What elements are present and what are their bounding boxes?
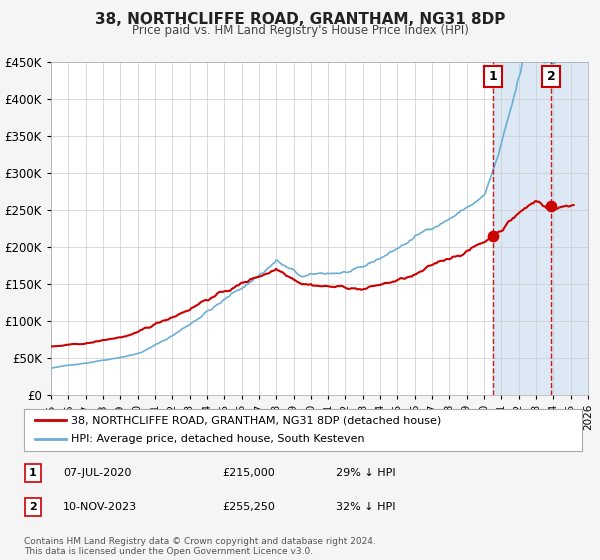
Text: £255,250: £255,250: [222, 502, 275, 512]
Text: 38, NORTHCLIFFE ROAD, GRANTHAM, NG31 8DP (detached house): 38, NORTHCLIFFE ROAD, GRANTHAM, NG31 8DP…: [71, 415, 442, 425]
Text: HPI: Average price, detached house, South Kesteven: HPI: Average price, detached house, Sout…: [71, 435, 365, 445]
Text: This data is licensed under the Open Government Licence v3.0.: This data is licensed under the Open Gov…: [24, 548, 313, 557]
Text: 38, NORTHCLIFFE ROAD, GRANTHAM, NG31 8DP: 38, NORTHCLIFFE ROAD, GRANTHAM, NG31 8DP: [95, 12, 505, 27]
Text: 32% ↓ HPI: 32% ↓ HPI: [336, 502, 395, 512]
Text: 10-NOV-2023: 10-NOV-2023: [63, 502, 137, 512]
Point: [488, 231, 498, 240]
Bar: [493, 62, 596, 395]
Text: 1: 1: [29, 468, 37, 478]
Text: Contains HM Land Registry data © Crown copyright and database right 2024.: Contains HM Land Registry data © Crown c…: [24, 538, 376, 547]
Text: £215,000: £215,000: [222, 468, 275, 478]
Text: 2: 2: [29, 502, 37, 512]
Text: 1: 1: [488, 70, 497, 83]
Text: Price paid vs. HM Land Registry's House Price Index (HPI): Price paid vs. HM Land Registry's House …: [131, 24, 469, 37]
Text: 29% ↓ HPI: 29% ↓ HPI: [336, 468, 395, 478]
Text: 07-JUL-2020: 07-JUL-2020: [63, 468, 131, 478]
Point: [547, 202, 556, 211]
Text: 2: 2: [547, 70, 556, 83]
